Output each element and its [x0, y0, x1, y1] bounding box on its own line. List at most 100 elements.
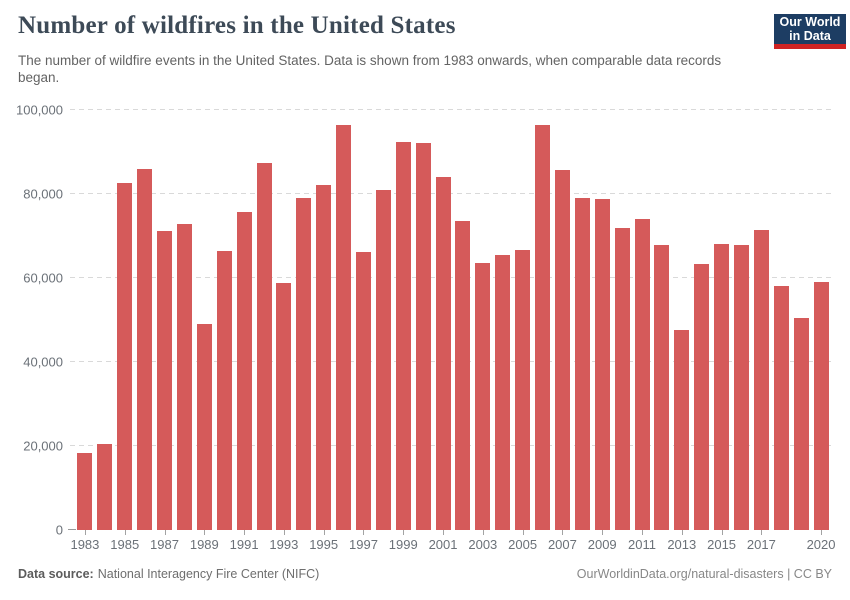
owid-logo-line2: in Data	[789, 29, 831, 43]
bar-1999[interactable]	[395, 141, 411, 530]
bar-2016[interactable]	[733, 245, 749, 530]
x-axis-label-2017: 2017	[746, 537, 776, 552]
x-axis-tick-1999	[403, 530, 405, 535]
x-axis-label-1983: 1983	[70, 537, 100, 552]
x-axis-label-1995: 1995	[309, 537, 339, 552]
bar-2010[interactable]	[614, 227, 630, 530]
chart-subtitle: The number of wildfire events in the Uni…	[18, 53, 722, 85]
x-axis-label-2020: 2020	[806, 537, 836, 552]
bar-2015[interactable]	[714, 243, 730, 530]
x-axis-tick-2013	[681, 530, 683, 535]
page-title: Number of wildfires in the United States	[18, 12, 456, 39]
x-axis-tick-2001	[443, 530, 445, 535]
bar-1998[interactable]	[375, 189, 391, 530]
bar-2006[interactable]	[535, 125, 551, 530]
x-axis-label-1999: 1999	[388, 537, 418, 552]
chart-area: 0 20,000 40,000 60,000 80,000 100,000 1983 1985…	[0, 103, 850, 572]
y-axis-label-0: 0	[55, 522, 63, 538]
bar-1983[interactable]	[77, 453, 93, 530]
bar-2000[interactable]	[415, 142, 431, 530]
x-axis-label-2015: 2015	[707, 537, 737, 552]
bar-1984[interactable]	[97, 443, 113, 530]
y-axis-zero-tick	[68, 529, 76, 530]
x-axis-tick-1989	[204, 530, 206, 535]
bar-1997[interactable]	[355, 251, 371, 530]
x-axis-label-2011: 2011	[628, 537, 656, 552]
x-axis-tick-2007	[562, 530, 564, 535]
x-axis-label-2001: 2001	[428, 537, 458, 552]
plot-area	[68, 109, 835, 535]
x-axis-label-2013: 2013	[667, 537, 697, 552]
x-axis-tick-1987	[164, 530, 166, 535]
x-axis-tick-2017	[761, 530, 763, 535]
bar-2020[interactable]	[813, 282, 829, 530]
bar-2017[interactable]	[753, 229, 769, 530]
x-axis-tick-2003	[482, 530, 484, 535]
x-axis-tick-1983	[84, 530, 86, 535]
gridline-40000	[70, 361, 835, 362]
x-axis-label-1993: 1993	[269, 537, 299, 552]
y-axis-label-100000: 100,000	[16, 102, 63, 118]
bar-2005[interactable]	[515, 249, 531, 530]
bar-1990[interactable]	[216, 250, 232, 530]
y-axis-label-40000: 40,000	[23, 354, 63, 370]
bar-1992[interactable]	[256, 162, 272, 530]
data-source-value: National Interagency Fire Center (NIFC)	[97, 567, 320, 581]
bar-1995[interactable]	[316, 184, 332, 530]
x-axis-label-2007: 2007	[547, 537, 577, 552]
x-axis-tick-1993	[283, 530, 285, 535]
owid-credit-link[interactable]: OurWorldinData.org/natural-disasters | C…	[576, 567, 832, 581]
bar-1996[interactable]	[336, 125, 352, 530]
bar-1987[interactable]	[157, 230, 173, 530]
gridline-80000	[70, 193, 835, 194]
bar-1993[interactable]	[276, 283, 292, 530]
x-axis-label-2009: 2009	[587, 537, 617, 552]
bar-2012[interactable]	[654, 245, 670, 530]
bar-2013[interactable]	[674, 330, 690, 530]
bar-2001[interactable]	[435, 176, 451, 530]
owid-logo[interactable]: Our World in Data	[774, 14, 846, 49]
x-axis-label-1997: 1997	[349, 537, 378, 552]
bar-1985[interactable]	[117, 183, 133, 530]
data-source-label: Data source:	[18, 567, 94, 581]
bar-1988[interactable]	[176, 224, 192, 530]
x-axis-tick-2005	[522, 530, 524, 535]
gridline-60000	[70, 277, 835, 278]
y-axis-label-80000: 80,000	[23, 186, 63, 202]
owid-logo-line1: Our World	[779, 15, 841, 29]
x-axis-tick-1985	[124, 530, 126, 535]
bar-1986[interactable]	[137, 169, 153, 530]
x-axis-label-2005: 2005	[508, 537, 538, 552]
bar-2003[interactable]	[475, 262, 491, 530]
x-axis-tick-1997	[363, 530, 365, 535]
bar-2014[interactable]	[694, 264, 710, 530]
x-axis-label-1989: 1989	[189, 537, 219, 552]
x-axis-tick-1995	[323, 530, 325, 535]
bar-2008[interactable]	[574, 198, 590, 530]
x-axis-label-1987: 1987	[150, 537, 179, 552]
bar-2011[interactable]	[634, 218, 650, 530]
x-axis-label-1991: 1991	[229, 537, 259, 552]
y-axis-label-20000: 20,000	[23, 438, 63, 454]
x-axis-label-2003: 2003	[468, 537, 498, 552]
bar-2018[interactable]	[773, 286, 789, 530]
x-axis-tick-2015	[721, 530, 723, 535]
bar-2019[interactable]	[793, 318, 809, 530]
x-axis-label-1985: 1985	[110, 537, 140, 552]
bar-1991[interactable]	[236, 211, 252, 530]
x-axis-tick-2020	[821, 530, 823, 535]
data-source: Data source: National Interagency Fire Ce…	[18, 567, 319, 581]
bar-2004[interactable]	[495, 255, 511, 530]
gridline-20000	[70, 445, 835, 446]
chart-footer: Data source: National Interagency Fire Ce…	[18, 567, 832, 581]
x-axis-tick-2011	[642, 530, 643, 535]
bar-2007[interactable]	[554, 170, 570, 530]
bar-1994[interactable]	[296, 197, 312, 530]
x-axis-tick-1991	[244, 530, 246, 535]
gridline-100000	[70, 109, 835, 110]
bar-1989[interactable]	[196, 324, 212, 530]
bar-2009[interactable]	[594, 199, 610, 530]
x-axis-tick-2009	[602, 530, 604, 535]
bar-2002[interactable]	[455, 221, 471, 530]
